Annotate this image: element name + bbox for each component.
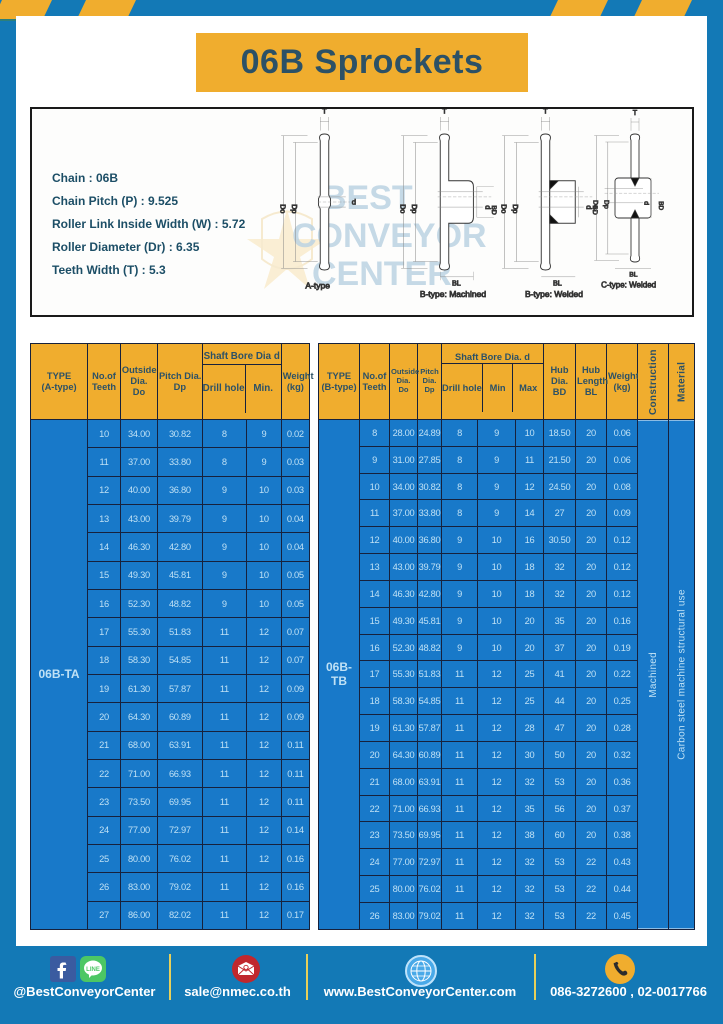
svg-text:LINE: LINE bbox=[86, 967, 100, 973]
svg-text:d: d bbox=[352, 198, 356, 207]
svg-text:T: T bbox=[633, 109, 638, 117]
svg-text:BL: BL bbox=[629, 271, 638, 278]
svg-text:Do: Do bbox=[398, 204, 407, 213]
svg-text:Dp: Dp bbox=[511, 204, 520, 213]
svg-text:BD: BD bbox=[490, 205, 497, 215]
svg-text:Dp: Dp bbox=[290, 204, 299, 213]
svg-text:BL: BL bbox=[553, 278, 562, 287]
svg-text:BD: BD bbox=[657, 201, 664, 210]
svg-text:A-type: A-type bbox=[305, 281, 330, 291]
svg-text:BL: BL bbox=[452, 278, 461, 287]
svg-text:CENTER: CENTER bbox=[312, 255, 452, 293]
svg-text:T: T bbox=[543, 109, 548, 116]
svg-text:d: d bbox=[643, 201, 650, 205]
svg-text:C-type: Welded: C-type: Welded bbox=[601, 281, 656, 290]
svg-text:B-type: Welded: B-type: Welded bbox=[525, 289, 583, 299]
svg-text:T: T bbox=[442, 109, 447, 116]
svg-text:Do: Do bbox=[278, 204, 287, 213]
svg-text:Dp: Dp bbox=[603, 200, 610, 209]
svg-text:Dp: Dp bbox=[410, 204, 419, 213]
svg-text:Do: Do bbox=[499, 204, 508, 213]
svg-text:B-type: Machined: B-type: Machined bbox=[420, 289, 486, 299]
svg-text:T: T bbox=[322, 109, 327, 116]
svg-text:Do: Do bbox=[591, 200, 598, 209]
